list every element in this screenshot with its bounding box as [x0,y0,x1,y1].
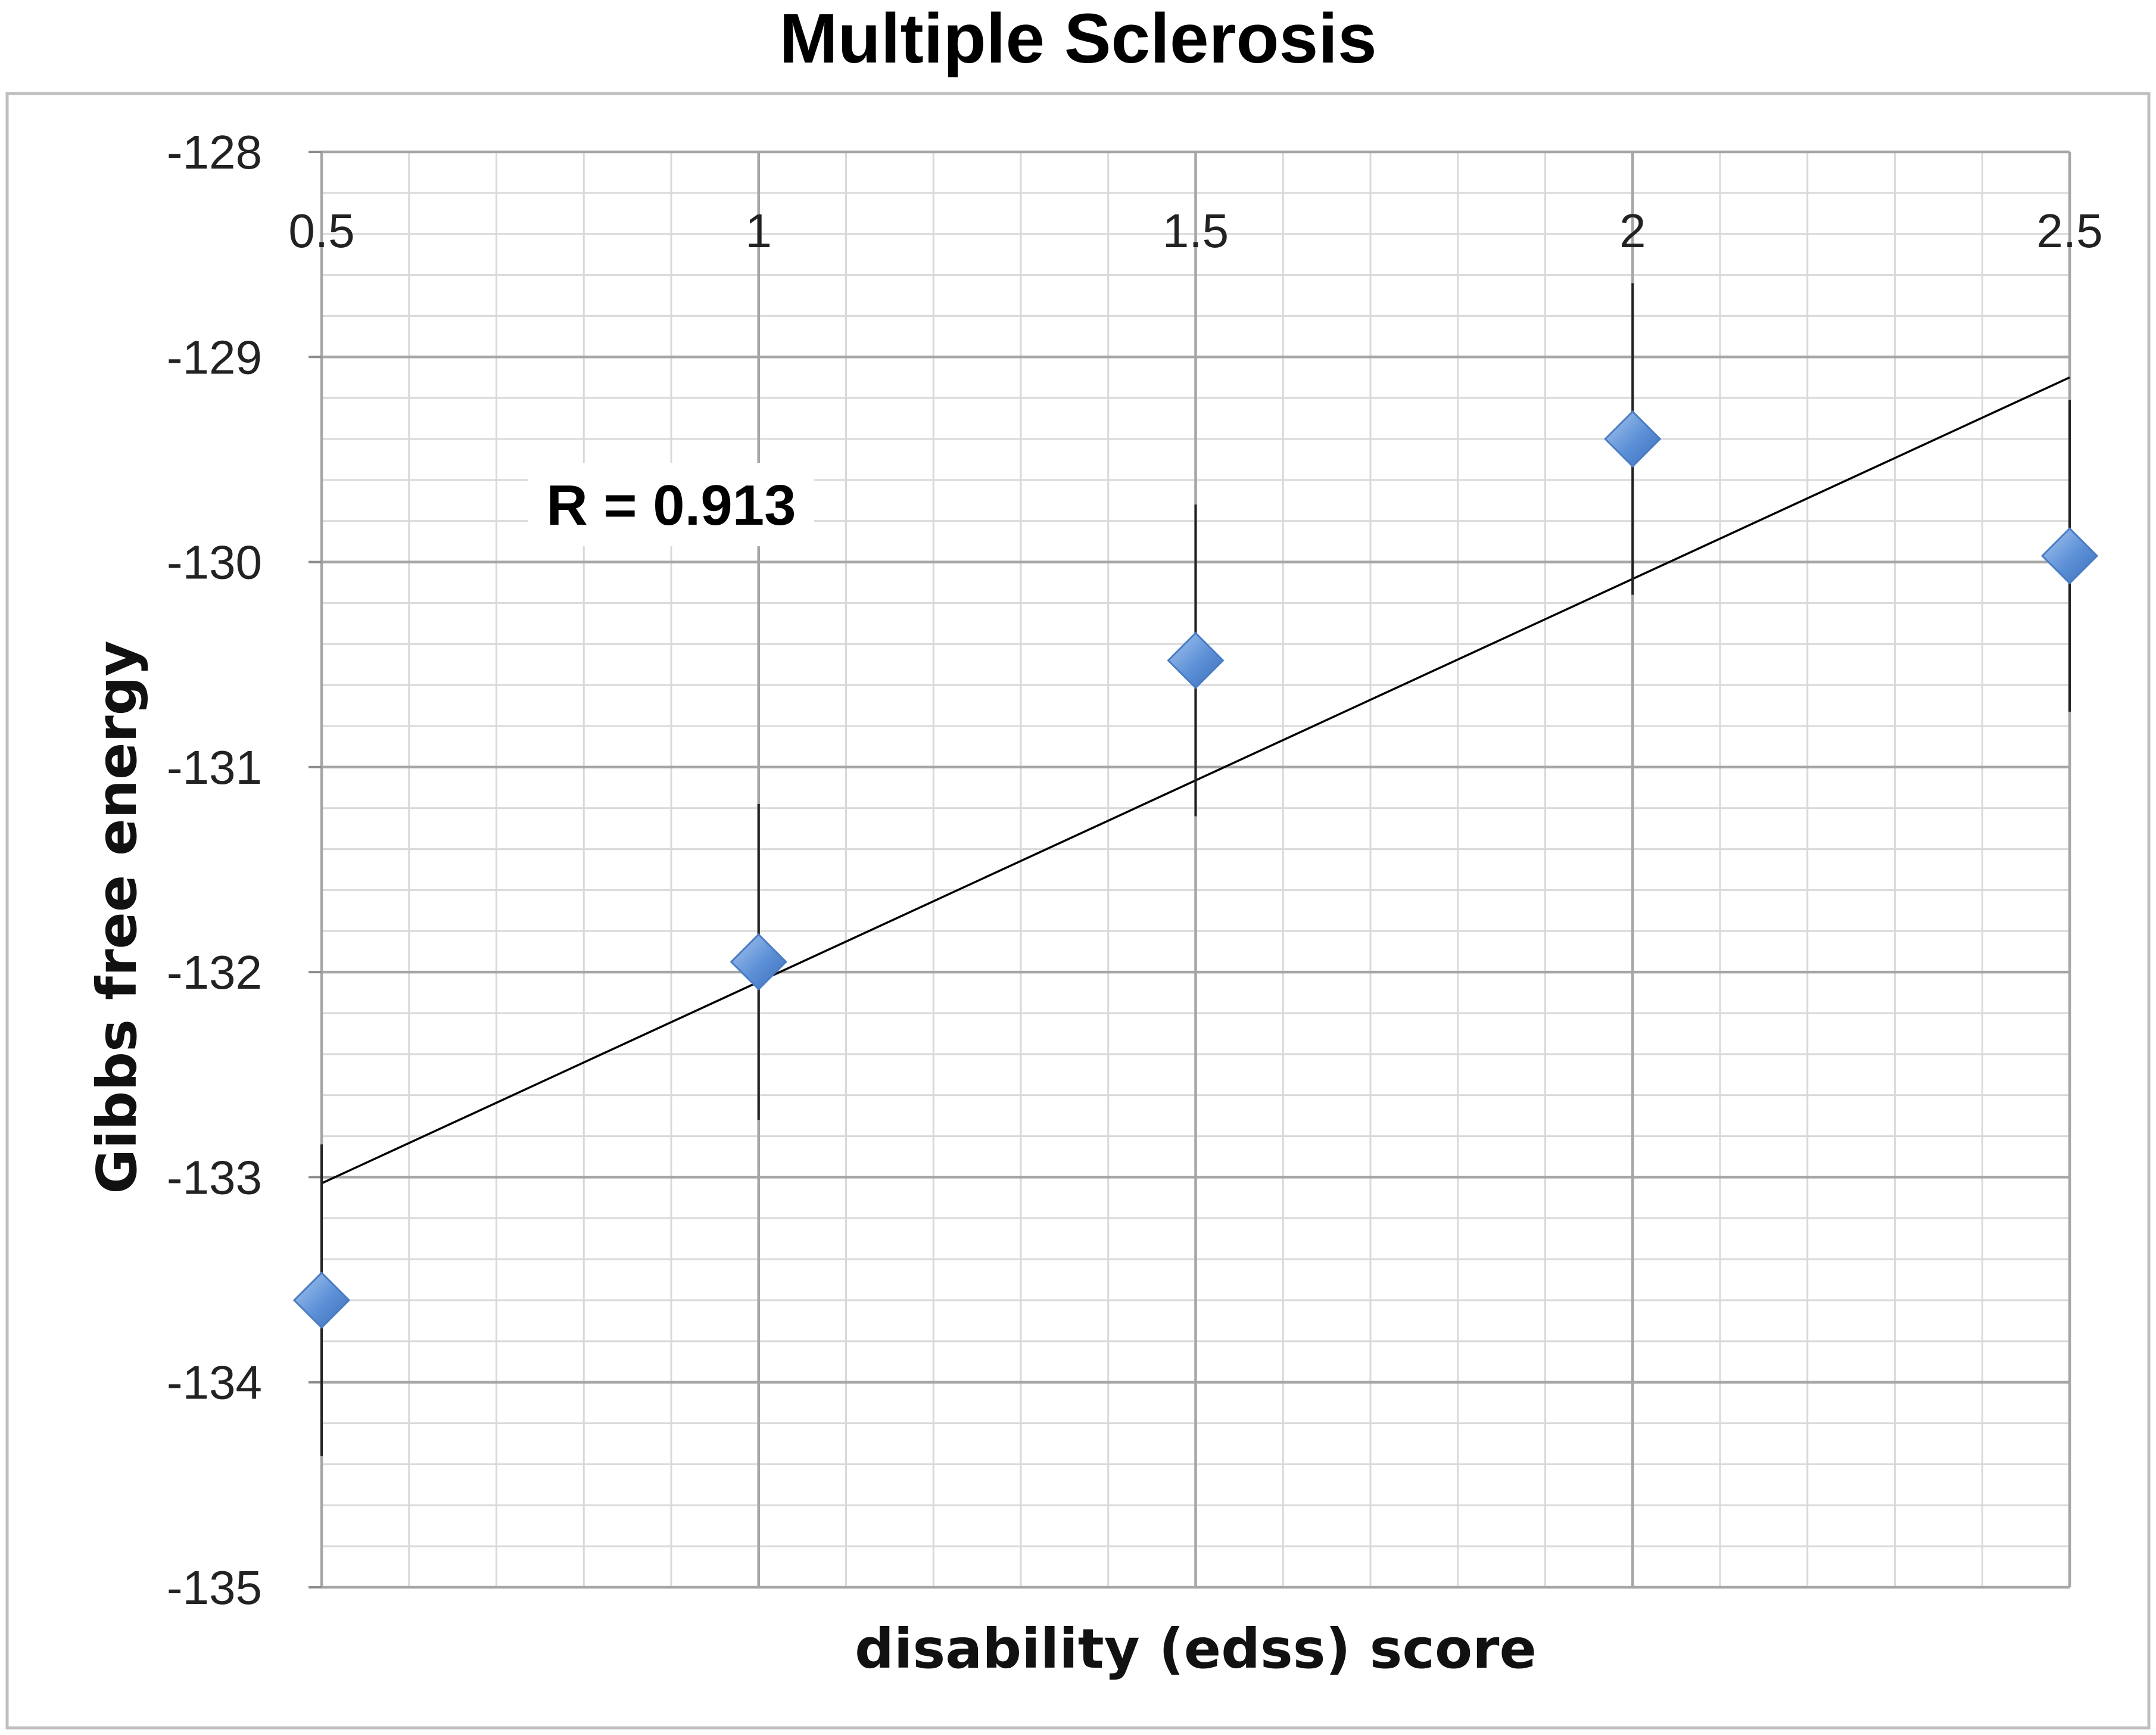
x-tick-label: 0.5 [288,204,354,257]
y-tick-label: -135 [167,1561,262,1614]
y-tick-label: -130 [167,536,262,589]
r-value-annotation: R = 0.913 [547,474,796,537]
y-tick-label: -133 [167,1151,262,1204]
chart-title: Multiple Sclerosis [779,0,1376,78]
x-tick-label: 1 [746,204,772,257]
y-tick-label: -128 [167,126,262,179]
y-tick-label: -132 [167,946,262,999]
x-tick-label: 2 [1619,204,1646,257]
x-axis: 0.5 1 1.5 2 2.5 [288,204,2102,257]
x-tick-label: 1.5 [1163,204,1229,257]
data-point-diamond [1604,410,1662,468]
chart-area-border [5,92,2151,1730]
data-point-diamond [730,933,787,991]
annotation-background [528,463,814,547]
data-points [292,410,2099,1329]
data-point-diamond [2040,527,2099,585]
x-tick-label: 2.5 [2036,204,2102,257]
y-tick-label: -129 [167,331,262,384]
y-axis: -128 -129 -130 -131 -132 -133 -134 -135 [167,126,322,1614]
data-point-diamond [292,1271,351,1329]
x-axis-title: disability (edss) score [855,1617,1537,1681]
y-tick-label: -131 [167,741,262,794]
y-axis-title: Gibbs free energy [85,640,149,1194]
data-point-diamond [1167,631,1225,689]
y-tick-label: -134 [167,1356,262,1409]
